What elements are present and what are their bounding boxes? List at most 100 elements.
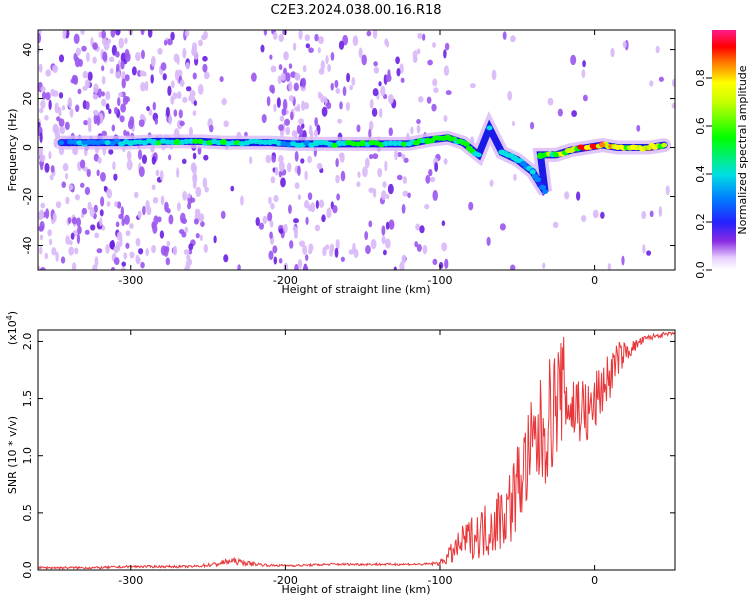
- speckle-mark: [329, 243, 335, 253]
- snr-plot-area: [38, 330, 675, 570]
- ridge-point: [444, 135, 451, 141]
- speckle-mark: [278, 154, 284, 164]
- speckle-mark: [198, 39, 203, 47]
- ridge-point: [645, 145, 652, 150]
- ridge-point: [382, 141, 389, 147]
- speckle-mark: [371, 107, 378, 117]
- speckle-mark: [364, 157, 370, 169]
- speckle-mark: [103, 39, 110, 51]
- speckle-mark: [165, 257, 171, 266]
- speckle-mark: [123, 129, 127, 137]
- speckle-mark: [385, 221, 390, 230]
- speckle-mark: [189, 90, 196, 98]
- speckle-mark: [148, 109, 153, 116]
- speckle-mark: [123, 252, 128, 260]
- speckle-mark: [269, 54, 273, 60]
- speckle-mark: [195, 186, 202, 197]
- speckle-mark: [443, 114, 448, 122]
- speckle-mark: [71, 217, 78, 225]
- speckle-mark: [286, 162, 292, 173]
- x-tick-label: -300: [118, 274, 143, 287]
- speckle-mark: [564, 191, 570, 200]
- speckle-mark: [194, 50, 199, 60]
- colorbar-tick-label: 0.8: [694, 69, 707, 87]
- speckle-mark: [187, 193, 191, 199]
- speckle-mark: [116, 201, 122, 209]
- speckle-mark: [394, 149, 398, 161]
- speckle-mark: [105, 244, 110, 254]
- x-tick-label: -300: [118, 574, 143, 587]
- speckle-mark: [110, 266, 116, 270]
- speckle-mark: [407, 192, 411, 199]
- speckle-mark: [396, 68, 401, 77]
- speckle-mark: [431, 103, 437, 112]
- y-tick-label: 0.0: [21, 561, 34, 579]
- speckle-mark: [118, 92, 123, 98]
- speckle-mark: [129, 223, 134, 229]
- speckle-mark: [509, 35, 516, 43]
- speckle-mark: [67, 217, 72, 224]
- speckle-mark: [124, 74, 130, 82]
- speckle-mark: [416, 124, 421, 134]
- speckle-mark: [213, 235, 217, 244]
- ridge-point: [514, 157, 521, 163]
- speckle-mark: [280, 177, 286, 188]
- speckle-mark: [126, 159, 133, 171]
- speckle-mark: [321, 106, 328, 117]
- ridge-point: [359, 141, 366, 147]
- speckle-mark: [335, 238, 340, 250]
- speckle-mark: [72, 148, 76, 155]
- speckle-mark: [582, 60, 586, 68]
- ridge-point: [406, 141, 413, 147]
- spectrogram-y-label: Frequency (Hz): [6, 109, 19, 192]
- speckle-mark: [468, 201, 474, 211]
- speckle-mark: [182, 96, 188, 103]
- speckle-mark: [58, 106, 62, 117]
- speckle-mark: [102, 51, 108, 62]
- speckle-mark: [441, 220, 446, 227]
- speckle-mark: [163, 39, 168, 46]
- speckle-mark: [397, 152, 402, 158]
- speckle-mark: [162, 73, 167, 81]
- ridge-point: [313, 141, 320, 147]
- speckle-mark: [152, 197, 159, 204]
- speckle-mark: [76, 233, 81, 245]
- speckle-mark: [176, 202, 181, 212]
- speckle-mark: [195, 232, 200, 239]
- speckle-mark: [101, 65, 105, 72]
- speckle-mark: [444, 42, 450, 51]
- speckle-mark: [443, 65, 450, 77]
- speckle-mark: [178, 109, 183, 119]
- speckle-mark: [301, 77, 307, 88]
- snr-panel: -300 -200 -100 0 0.0 0.5 1.0 1.5 2.0 Height of …: [5, 311, 676, 596]
- speckle-mark: [179, 120, 185, 127]
- speckle-mark: [121, 267, 126, 270]
- speckle-mark: [172, 92, 178, 100]
- speckle-mark: [103, 185, 108, 191]
- speckle-mark: [45, 91, 51, 101]
- speckle-mark: [317, 36, 324, 44]
- speckle-mark: [410, 126, 414, 135]
- speckle-mark: [278, 228, 284, 234]
- speckle-mark: [326, 101, 332, 110]
- speckle-mark: [139, 70, 146, 77]
- speckle-mark: [273, 256, 278, 265]
- speckle-mark: [58, 54, 65, 63]
- speckle-mark: [400, 77, 405, 83]
- speckle-mark: [185, 86, 192, 92]
- speckle-mark: [79, 182, 85, 188]
- speckle-mark: [542, 262, 546, 269]
- speckle-mark: [75, 47, 81, 56]
- speckle-mark: [150, 55, 156, 67]
- speckle-mark: [101, 91, 105, 97]
- speckle-mark: [48, 238, 53, 246]
- speckle-mark: [151, 156, 157, 165]
- speckle-mark: [671, 78, 675, 88]
- speckle-mark: [140, 261, 145, 269]
- speckle-mark: [191, 49, 195, 55]
- speckle-mark: [304, 170, 308, 181]
- speckle-mark: [281, 108, 287, 116]
- speckle-mark: [445, 90, 452, 96]
- speckle-mark: [368, 128, 372, 139]
- speckle-mark: [346, 72, 351, 83]
